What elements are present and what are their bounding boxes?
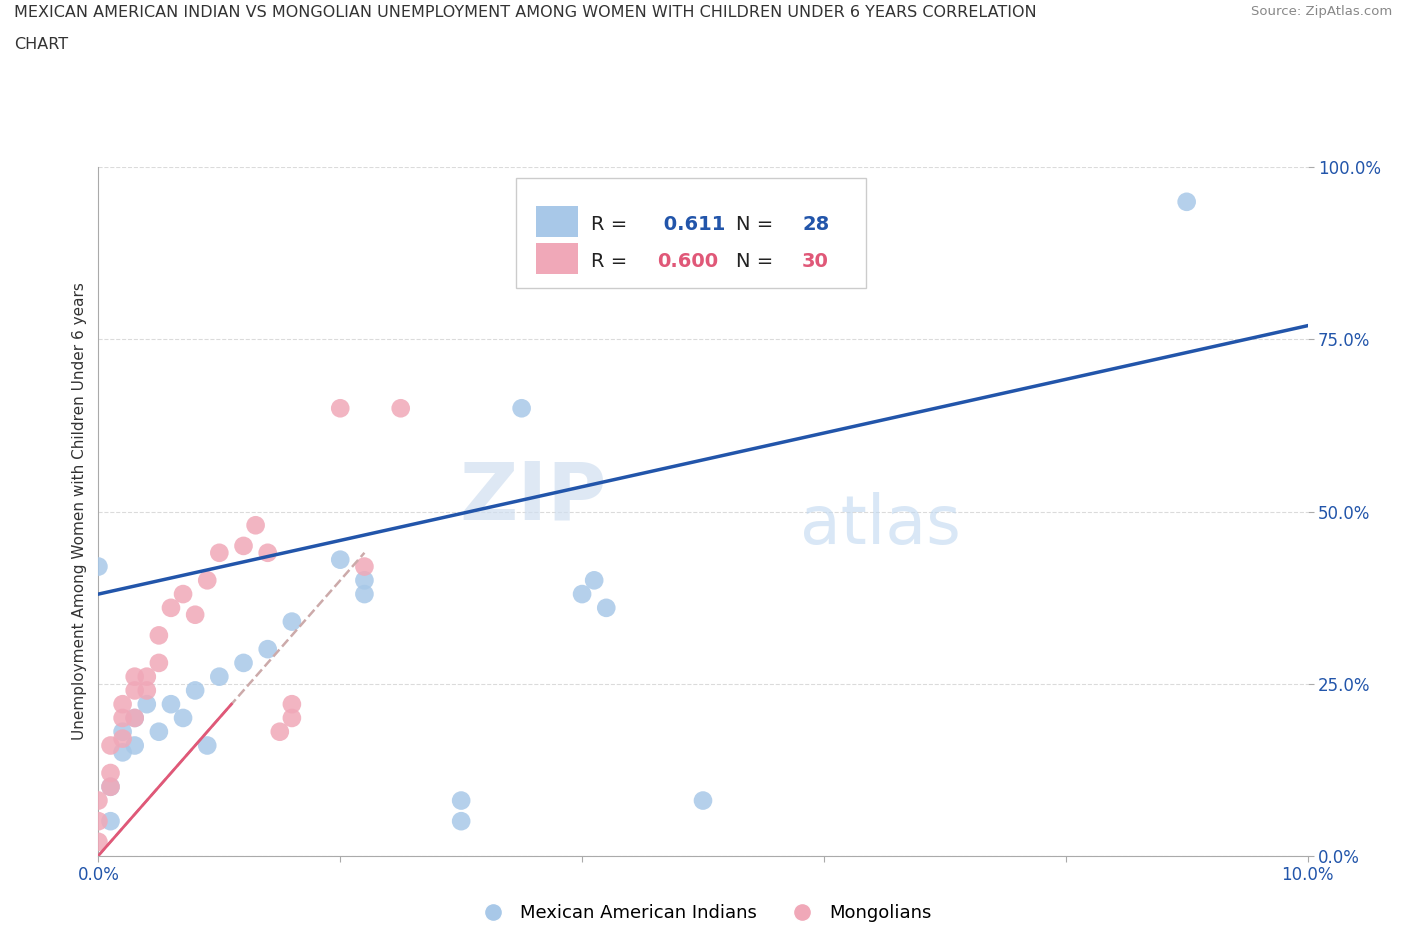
Point <box>111 745 134 760</box>
Point <box>124 711 146 725</box>
Point <box>111 724 134 739</box>
Point <box>87 834 110 849</box>
Point <box>232 538 254 553</box>
Point <box>208 545 231 560</box>
Point <box>124 738 146 753</box>
Point <box>100 779 122 794</box>
Point <box>87 559 110 574</box>
Point <box>583 573 606 588</box>
Text: atlas: atlas <box>800 492 960 558</box>
Point <box>124 711 146 725</box>
Point <box>184 607 207 622</box>
Point <box>124 670 146 684</box>
FancyBboxPatch shape <box>516 178 866 288</box>
Point <box>124 683 146 698</box>
Point <box>353 559 375 574</box>
Point <box>172 587 194 602</box>
Point <box>692 793 714 808</box>
Point <box>135 683 157 698</box>
Point <box>172 711 194 725</box>
Point <box>100 814 122 829</box>
Text: N =: N = <box>735 252 779 272</box>
Point <box>281 711 304 725</box>
Point <box>111 731 134 746</box>
Point <box>269 724 291 739</box>
Text: 0.600: 0.600 <box>657 252 718 272</box>
Point <box>353 573 375 588</box>
Point <box>1175 194 1198 209</box>
Point <box>195 573 218 588</box>
Point <box>184 683 207 698</box>
Y-axis label: Unemployment Among Women with Children Under 6 years: Unemployment Among Women with Children U… <box>72 283 87 740</box>
Point <box>148 724 170 739</box>
Text: MEXICAN AMERICAN INDIAN VS MONGOLIAN UNEMPLOYMENT AMONG WOMEN WITH CHILDREN UNDE: MEXICAN AMERICAN INDIAN VS MONGOLIAN UNE… <box>14 5 1036 20</box>
Text: N =: N = <box>735 215 779 234</box>
Point <box>195 738 218 753</box>
Text: 28: 28 <box>803 215 830 234</box>
Point <box>100 765 122 780</box>
Point <box>100 779 122 794</box>
Point <box>256 545 278 560</box>
Text: 0.611: 0.611 <box>657 215 725 234</box>
Point <box>595 601 617 616</box>
FancyBboxPatch shape <box>536 206 578 237</box>
Point <box>111 697 134 711</box>
FancyBboxPatch shape <box>536 243 578 274</box>
Point <box>329 401 352 416</box>
Point <box>389 401 412 416</box>
Text: ZIP: ZIP <box>458 458 606 537</box>
Point <box>87 793 110 808</box>
Point <box>148 656 170 671</box>
Point <box>353 587 375 602</box>
Point <box>111 711 134 725</box>
Point <box>232 656 254 671</box>
Point <box>450 793 472 808</box>
Text: R =: R = <box>591 215 633 234</box>
Legend: Mexican American Indians, Mongolians: Mexican American Indians, Mongolians <box>467 897 939 929</box>
Point <box>208 670 231 684</box>
Point <box>160 697 183 711</box>
Point <box>510 401 533 416</box>
Point <box>450 814 472 829</box>
Point <box>281 614 304 629</box>
Point <box>135 670 157 684</box>
Point <box>87 814 110 829</box>
Point <box>135 697 157 711</box>
Point <box>256 642 278 657</box>
Point <box>160 601 183 616</box>
Point <box>329 552 352 567</box>
Point <box>571 587 593 602</box>
Text: Source: ZipAtlas.com: Source: ZipAtlas.com <box>1251 5 1392 18</box>
Point <box>281 697 304 711</box>
Text: 30: 30 <box>803 252 830 272</box>
Point <box>100 738 122 753</box>
Point <box>245 518 267 533</box>
Point <box>148 628 170 643</box>
Text: R =: R = <box>591 252 633 272</box>
Text: CHART: CHART <box>14 37 67 52</box>
